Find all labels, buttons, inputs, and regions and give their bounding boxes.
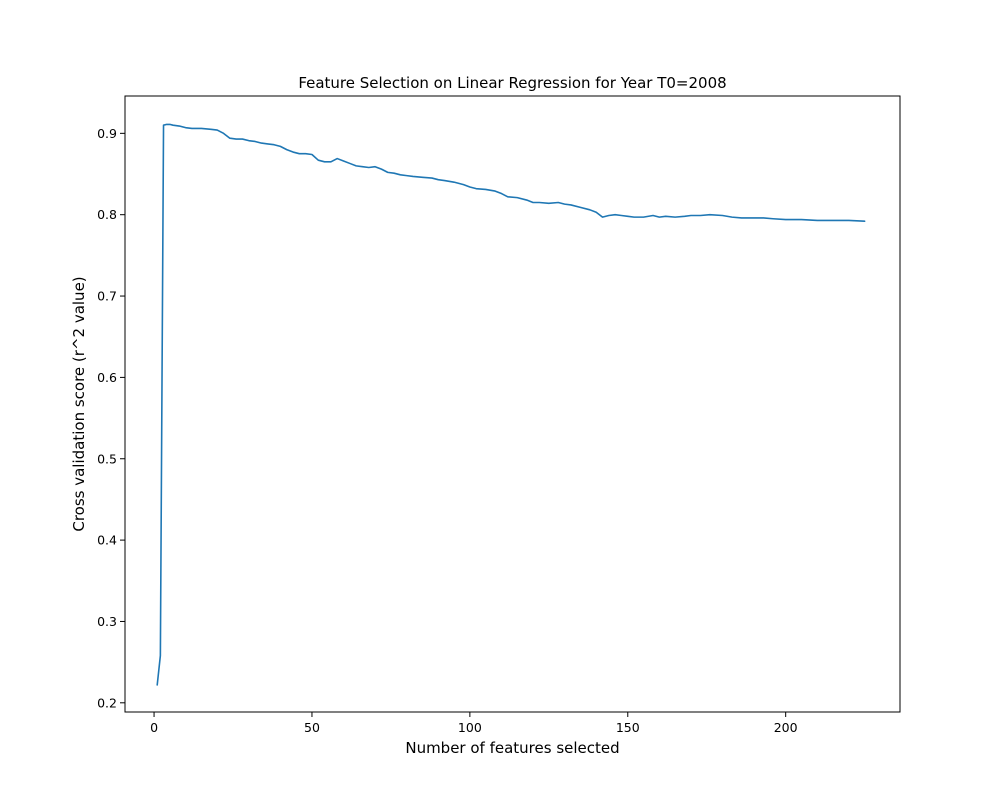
- y-axis-label: Cross validation score (r^2 value): [70, 276, 88, 531]
- y-tick-label: 0.5: [97, 451, 117, 466]
- x-tick-label: 100: [458, 720, 482, 735]
- y-axis-ticks: 0.2 0.3 0.4 0.5 0.6 0.7 0.8 0.9: [97, 126, 125, 710]
- x-axis-ticks: 0 50 100 150 200: [150, 712, 798, 735]
- y-tick-label: 0.7: [97, 289, 117, 304]
- axes-frame: [124, 95, 901, 713]
- x-axis-label: Number of features selected: [405, 739, 619, 757]
- x-tick-label: 50: [304, 720, 320, 735]
- y-tick-label: 0.8: [97, 207, 117, 222]
- chart-title: Feature Selection on Linear Regression f…: [298, 74, 726, 92]
- x-tick-label: 150: [616, 720, 640, 735]
- y-tick-label: 0.4: [97, 533, 117, 548]
- y-tick-label: 0.3: [97, 614, 117, 629]
- y-tick-label: 0.6: [97, 370, 117, 385]
- x-tick-label: 0: [150, 720, 158, 735]
- cv-score-line: [156, 123, 866, 686]
- y-tick-label: 0.9: [97, 126, 117, 141]
- plot-area: 0 50 100 150 200 0.2 0.3 0.4 0.5 0.6 0.7 0.8 0.9: [97, 95, 901, 735]
- x-tick-label: 200: [774, 720, 798, 735]
- y-tick-label: 0.2: [97, 695, 117, 710]
